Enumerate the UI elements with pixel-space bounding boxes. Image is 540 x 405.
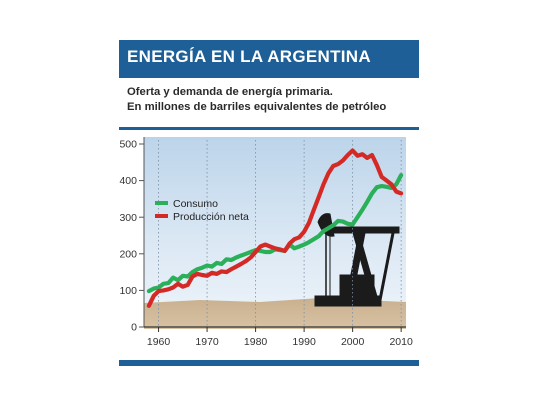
data-series bbox=[146, 148, 404, 308]
y-tick-label-200: 200 bbox=[119, 248, 137, 260]
y-tick-label-100: 100 bbox=[119, 285, 137, 297]
legend: Consumo Producción neta bbox=[155, 198, 249, 223]
top-rule bbox=[119, 127, 419, 130]
y-tick-label-400: 400 bbox=[119, 175, 137, 187]
y-tick-label-300: 300 bbox=[119, 212, 137, 224]
x-tick-label-1990: 1990 bbox=[292, 336, 316, 348]
x-tick-label-2000: 2000 bbox=[341, 336, 365, 348]
bottom-rule bbox=[119, 360, 419, 366]
x-axis-ticks: 1960 1970 1980 1990 2000 2010 bbox=[147, 327, 413, 348]
y-tick-label-500: 500 bbox=[119, 139, 137, 151]
subtitle-line-2: En millones de barriles equivalentes de … bbox=[127, 100, 387, 113]
series-line-produccion-neta bbox=[146, 148, 404, 308]
legend-label-consumo: Consumo bbox=[173, 198, 218, 210]
page-title: ENERGÍA EN LA ARGENTINA bbox=[127, 47, 371, 66]
oil-pumpjack-illustration bbox=[314, 213, 400, 307]
x-tick-label-1980: 1980 bbox=[244, 336, 268, 348]
y-axis-ticks: 0 100 200 300 400 500 bbox=[119, 139, 144, 334]
header-band: ENERGÍA EN LA ARGENTINA bbox=[119, 40, 419, 78]
x-tick-label-1970: 1970 bbox=[195, 336, 219, 348]
x-tick-label-2010: 2010 bbox=[389, 336, 413, 348]
subtitle-line-1: Oferta y demanda de energía primaria. bbox=[127, 86, 333, 98]
x-tick-label-1960: 1960 bbox=[147, 336, 171, 348]
legend-label-produccion: Producción neta bbox=[173, 211, 249, 223]
y-tick-label-0: 0 bbox=[131, 322, 137, 334]
chart-subtitle: Oferta y demanda de energía primaria. En… bbox=[127, 85, 386, 114]
